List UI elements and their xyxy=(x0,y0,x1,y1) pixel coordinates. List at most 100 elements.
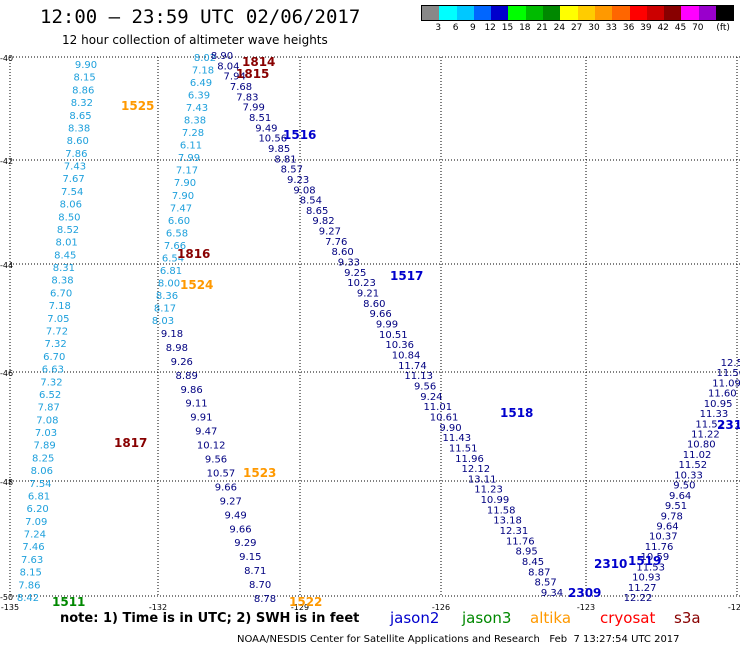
track-time-label: 2317 xyxy=(717,418,740,432)
wave-height-value: 7.03 xyxy=(35,428,57,439)
wave-height-value: 6.70 xyxy=(43,352,65,363)
wave-height-value: 11.76 xyxy=(645,542,674,553)
wave-height-value: 8.95 xyxy=(515,547,537,558)
wave-height-value: 8.25 xyxy=(32,453,54,464)
wave-height-value: 9.50 xyxy=(673,481,695,492)
legend-label: 12 xyxy=(484,23,496,33)
lon-label: -123 xyxy=(577,603,595,612)
wave-height-value: 7.18 xyxy=(49,301,71,312)
lat-label: -42 xyxy=(0,157,13,166)
wave-height-value: 11.51 xyxy=(449,443,478,454)
wave-height-value: 10.33 xyxy=(674,470,703,481)
wave-height-value: 8.60 xyxy=(363,299,385,310)
wave-height-value: 7.08 xyxy=(36,415,58,426)
wave-height-value: 11.27 xyxy=(628,583,657,594)
wave-height-value: 7.05 xyxy=(47,314,69,325)
legend-swatch xyxy=(716,6,734,20)
wave-height-value: 7.66 xyxy=(164,241,186,252)
wave-height-value: 7.24 xyxy=(24,530,46,541)
wave-height-value: 8.50 xyxy=(58,212,80,223)
wave-height-value: 11.01 xyxy=(423,402,452,413)
wave-height-value: 13.18 xyxy=(493,516,522,527)
wave-height-value: 9.27 xyxy=(319,227,341,238)
lat-label: -46 xyxy=(0,369,13,378)
wave-height-value: 10.36 xyxy=(385,340,414,351)
wave-height-value: 8.15 xyxy=(73,73,95,84)
wave-height-value: 11.53 xyxy=(636,562,665,573)
track-time-label: 1516 xyxy=(283,128,316,142)
wave-height-value: 6.11 xyxy=(180,141,202,152)
wave-height-value: 8.89 xyxy=(176,371,198,382)
track-time-label: 1814 xyxy=(242,55,275,69)
legend-swatch xyxy=(491,6,509,20)
wave-height-value: 8.78 xyxy=(254,594,276,605)
wave-height-value: 8.32 xyxy=(71,98,93,109)
satellite-cryosat: cryosat xyxy=(600,609,656,627)
wave-height-value: 8.36 xyxy=(156,291,178,302)
lat-label: -50 xyxy=(0,593,13,602)
wave-height-value: 8.52 xyxy=(57,225,79,236)
credit-line: NOAA/NESDIS Center for Satellite Applica… xyxy=(237,634,680,645)
wave-height-value: 8.71 xyxy=(244,566,266,577)
wave-height-value: 11.58 xyxy=(487,505,516,516)
legend-swatch xyxy=(664,6,682,20)
legend-labels: 3 6 9 12 15 18 21 24 27 30 33 36 39 42 45 70 (ft) xyxy=(421,21,734,33)
wave-height-value: 7.17 xyxy=(176,166,198,177)
wave-height-value: 8.38 xyxy=(184,116,206,127)
lon-label: -129 xyxy=(291,603,309,612)
legend-label: 30 xyxy=(588,23,600,33)
legend-swatch xyxy=(508,6,526,20)
wave-height-value: 9.27 xyxy=(220,496,242,507)
wave-height-value: 12.22 xyxy=(624,593,653,604)
wave-height-value: 8.98 xyxy=(166,343,188,354)
track-time-label: 1525 xyxy=(121,99,154,113)
wave-height-value: 7.32 xyxy=(40,377,62,388)
wave-height-value: 9.64 xyxy=(669,491,691,502)
wave-height-value: 9.33 xyxy=(338,258,360,269)
wave-height-value: 8.51 xyxy=(249,113,271,124)
wave-height-value: 7.46 xyxy=(22,542,44,553)
satellite-s3a: s3a xyxy=(674,609,701,627)
wave-height-value: 11.76 xyxy=(506,536,535,547)
wave-height-value: 10.99 xyxy=(481,495,510,506)
wave-height-value: 7.99 xyxy=(178,153,200,164)
color-legend: 3 6 9 12 15 18 21 24 27 30 33 36 39 42 45 70 (ft) xyxy=(421,5,735,33)
track-time-label: 1519 xyxy=(628,554,661,568)
legend-label: 6 xyxy=(452,23,459,33)
wave-height-value: 10.12 xyxy=(197,441,226,452)
wave-height-value: 7.68 xyxy=(230,82,252,93)
satellite-jason2: jason2 xyxy=(390,609,440,627)
track-time-label: 2309 xyxy=(568,586,601,600)
legend-label: 15 xyxy=(501,23,514,33)
wave-height-value: 10.57 xyxy=(207,468,236,479)
wave-height-value: 6.20 xyxy=(27,504,49,515)
track-time-label: 1815 xyxy=(236,67,269,81)
wave-height-value: 9.91 xyxy=(190,413,212,424)
wave-height-value: 6.49 xyxy=(190,78,212,89)
wave-height-value: 7.43 xyxy=(64,162,86,173)
wave-height-value: 12.50 xyxy=(721,358,740,369)
wave-height-value: 8.31 xyxy=(53,263,75,274)
legend-swatch xyxy=(646,6,665,20)
wave-height-value: 8.60 xyxy=(331,247,353,258)
wave-height-value: 11.13 xyxy=(404,371,433,382)
satellite-altika: altika xyxy=(530,609,572,627)
wave-height-value: 8.60 xyxy=(67,136,89,147)
wave-height-value: 8.65 xyxy=(69,111,91,122)
wave-height-value: 6.60 xyxy=(168,216,190,227)
wave-height-value: 7.83 xyxy=(236,92,258,103)
wave-height-value: 8.90 xyxy=(211,51,233,62)
wave-height-value: 10.23 xyxy=(347,278,376,289)
wave-height-value: 7.67 xyxy=(62,174,84,185)
wave-height-value: 9.78 xyxy=(661,511,683,522)
wave-height-value: 9.47 xyxy=(195,427,217,438)
legend-label: 18 xyxy=(519,23,531,33)
wave-height-value: 7.54 xyxy=(29,479,51,490)
wave-height-value: 11.52 xyxy=(679,460,708,471)
wave-height-value: 9.21 xyxy=(357,289,379,300)
wave-height-value: 8.81 xyxy=(274,154,296,165)
wave-height-value: 11.52 xyxy=(695,419,724,430)
wave-height-value: 8.38 xyxy=(68,123,90,134)
legend-label: 27 xyxy=(570,23,583,33)
